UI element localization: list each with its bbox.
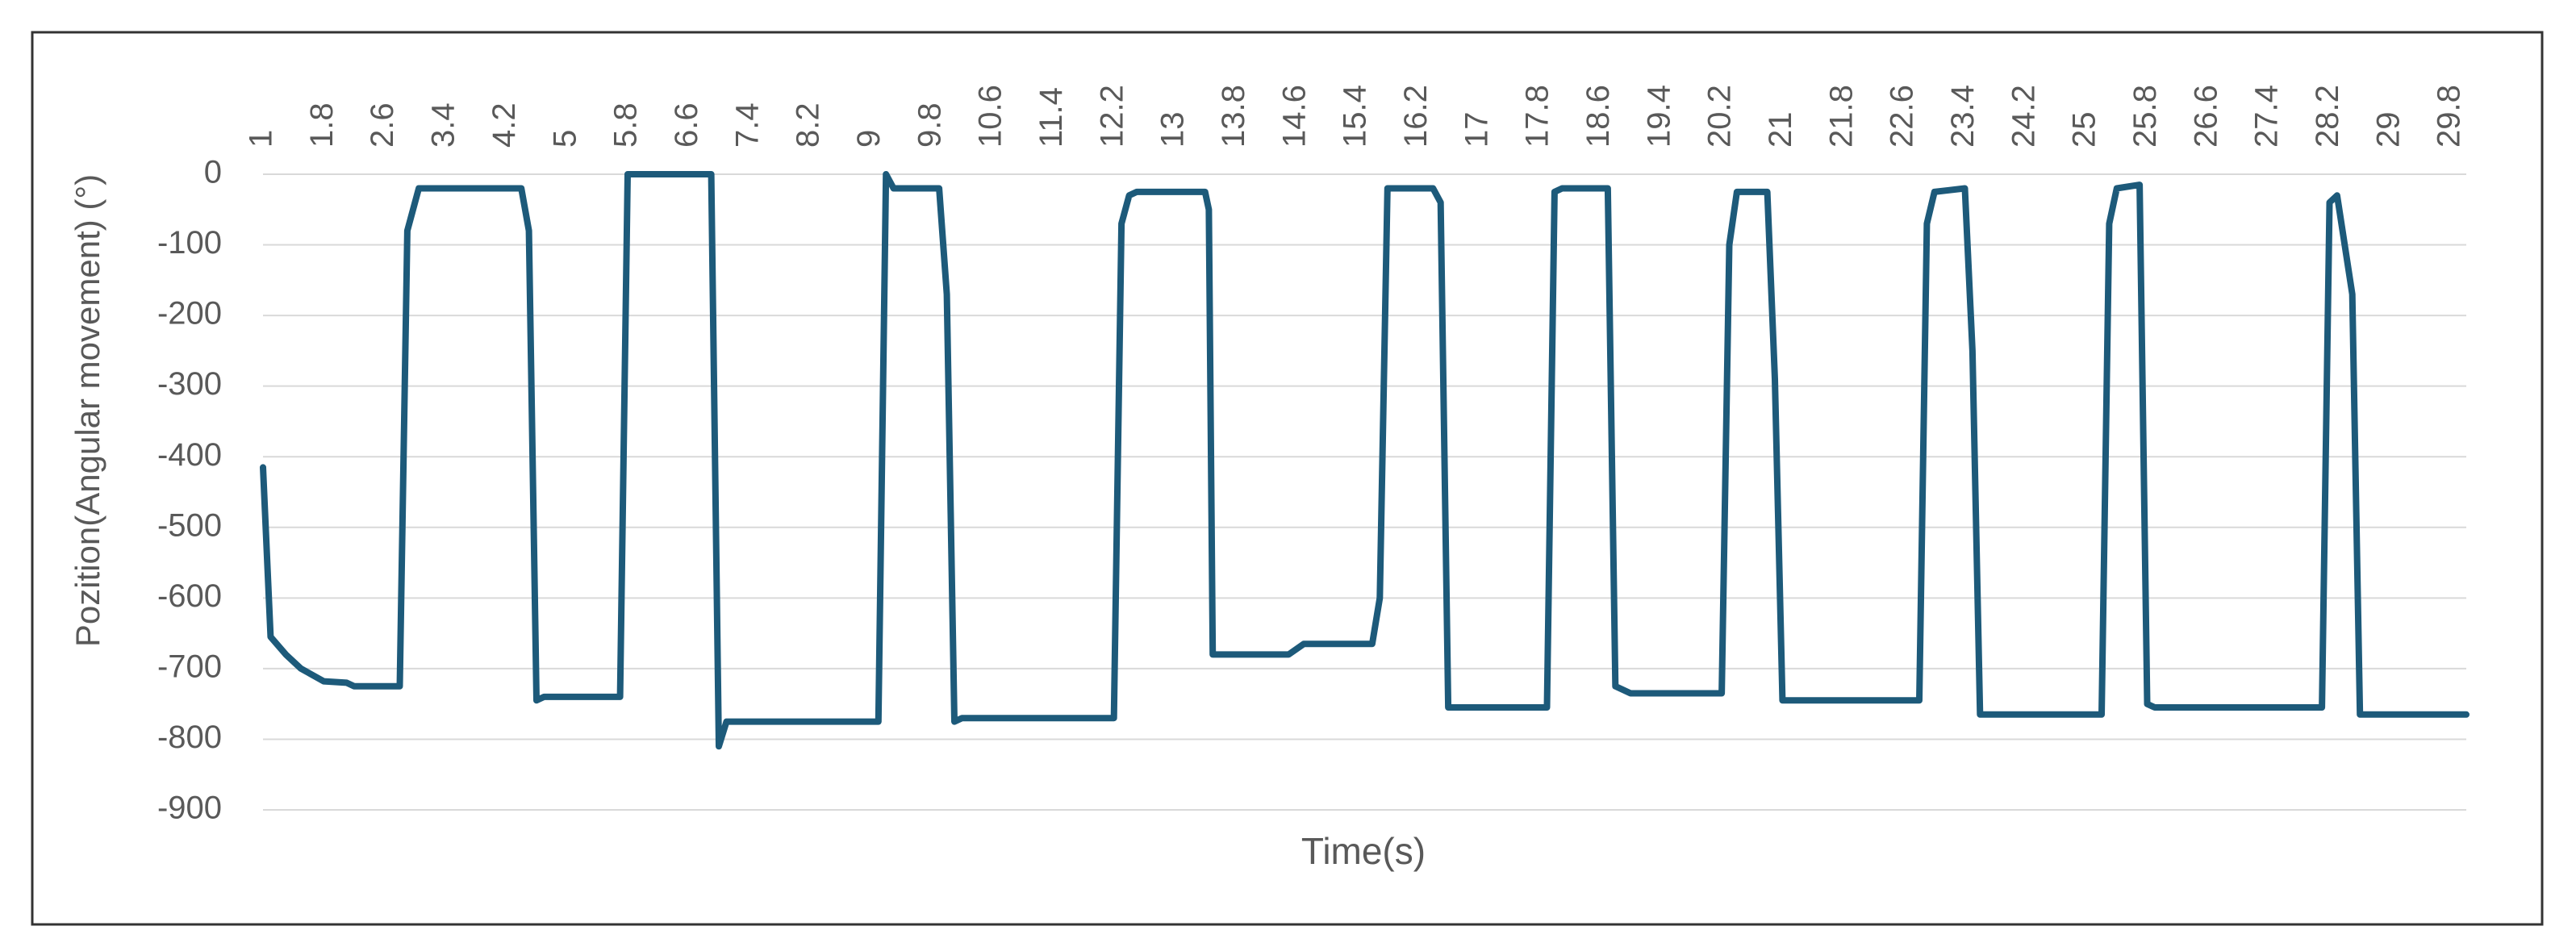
y-tick-label: -100 (157, 225, 222, 261)
x-tick-label: 25.8 (2127, 85, 2163, 148)
x-tick-label: 11.4 (1033, 87, 1069, 148)
x-tick-label: 3.4 (426, 102, 461, 148)
x-tick-label: 9 (851, 130, 887, 148)
x-tick-label: 9.8 (912, 102, 947, 148)
x-tick-label: 15.4 (1338, 85, 1373, 148)
x-tick-label: 4.2 (486, 102, 522, 148)
y-tick-label: -800 (157, 720, 222, 755)
x-tick-label: 29 (2370, 112, 2406, 148)
x-tick-label: 16.2 (1398, 85, 1434, 148)
x-tick-label: 13.8 (1216, 85, 1251, 148)
y-axis-title: Pozition(Angular movement) (°) (69, 174, 106, 647)
y-tick-label: -500 (157, 507, 222, 543)
x-tick-label: 17 (1459, 112, 1494, 148)
x-tick-label: 21.8 (1823, 85, 1859, 148)
x-tick-label: 26.6 (2188, 85, 2223, 148)
x-tick-label: 21 (1763, 112, 1798, 148)
x-tick-label: 10.6 (973, 85, 1008, 148)
x-tick-label: 5 (547, 130, 582, 148)
x-tick-label: 6.6 (669, 102, 704, 148)
x-tick-label: 25 (2067, 112, 2102, 148)
x-tick-label: 5.8 (608, 102, 644, 148)
x-axis-title: Time(s) (1301, 830, 1426, 872)
x-tick-label: 13 (1155, 112, 1191, 148)
x-tick-label: 19.4 (1641, 85, 1676, 148)
x-tick-label: 8.2 (791, 102, 826, 148)
x-tick-label: 1.8 (304, 102, 340, 148)
y-tick-label: -400 (157, 437, 222, 473)
y-tick-label: -600 (157, 578, 222, 614)
x-tick-label: 17.8 (1520, 85, 1555, 148)
y-tick-label: -300 (157, 366, 222, 402)
y-tick-label: -700 (157, 649, 222, 684)
x-tick-label: 20.2 (1702, 85, 1738, 148)
x-tick-label: 23.4 (1945, 85, 1981, 148)
y-tick-label: -200 (157, 296, 222, 332)
x-tick-label: 14.6 (1276, 85, 1312, 148)
x-tick-label: 12.2 (1094, 85, 1129, 148)
x-tick-label: 27.4 (2249, 85, 2285, 148)
y-tick-label: 0 (204, 155, 222, 190)
data-line (260, 171, 2470, 750)
chart-frame (31, 31, 2544, 926)
x-tick-label: 28.2 (2310, 85, 2345, 148)
x-tick-label: 2.6 (365, 102, 400, 148)
x-tick-label: 29.8 (2432, 85, 2467, 148)
x-tick-label: 7.4 (729, 102, 765, 148)
x-tick-label: 1 (244, 130, 279, 148)
x-tick-label: 24.2 (2006, 85, 2041, 148)
x-tick-label: 22.6 (1885, 85, 1920, 148)
y-tick-label: -900 (157, 791, 222, 826)
x-tick-label: 18.6 (1580, 85, 1616, 148)
